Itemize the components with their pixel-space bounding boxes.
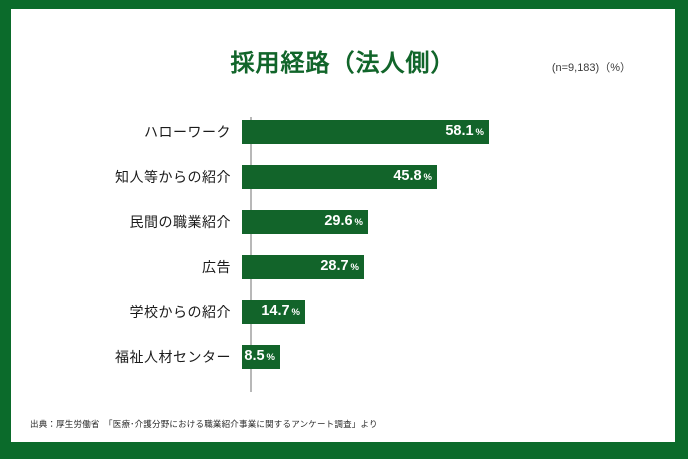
slide-content: 採用経路（法人側） (n=9,183)（%） ハローワーク 58.1 % 知人等… bbox=[11, 9, 675, 442]
bar-row: 民間の職業紹介 29.6 % bbox=[11, 199, 675, 244]
bar-row: 広告 28.7 % bbox=[11, 244, 675, 289]
bar-percent-sign: % bbox=[423, 171, 432, 183]
bar-category-label: 民間の職業紹介 bbox=[129, 213, 231, 230]
bar-category-label: ハローワーク bbox=[144, 123, 231, 140]
bar-track: 14.7 % bbox=[241, 299, 675, 324]
bar-fill: 14.7 % bbox=[242, 299, 305, 324]
bar-value-label: 45.8 bbox=[393, 168, 422, 185]
bar-percent-sign: % bbox=[291, 306, 300, 318]
bar-track: 8.5 % bbox=[241, 344, 675, 369]
source-note: 出典：厚生労働省 「医療･介護分野における職業紹介事業に関するアンケート調査」よ… bbox=[30, 419, 378, 429]
bar-percent-sign: % bbox=[475, 126, 484, 138]
bar-chart: ハローワーク 58.1 % 知人等からの紹介 45.8 % bbox=[11, 109, 675, 399]
bar-row: 知人等からの紹介 45.8 % bbox=[11, 154, 675, 199]
bar-percent-sign: % bbox=[266, 351, 275, 363]
sample-size-note: (n=9,183)（%） bbox=[551, 62, 631, 74]
bar-track: 45.8 % bbox=[241, 164, 675, 189]
bar-fill: 29.6 % bbox=[242, 209, 368, 234]
bar-category-label: 知人等からの紹介 bbox=[115, 168, 231, 185]
bar-fill: 28.7 % bbox=[242, 254, 364, 279]
bar-rows: ハローワーク 58.1 % 知人等からの紹介 45.8 % bbox=[11, 109, 675, 379]
bar-fill: 58.1 % bbox=[242, 119, 489, 144]
bar-track: 28.7 % bbox=[241, 254, 675, 279]
bar-category-label: 福祉人材センター bbox=[115, 348, 231, 365]
bar-row: 福祉人材センター 8.5 % bbox=[11, 334, 675, 379]
bar-value-label: 8.5 bbox=[244, 348, 265, 365]
bar-category-label: 学校からの紹介 bbox=[129, 303, 231, 320]
bar-fill: 8.5 % bbox=[242, 344, 280, 369]
bar-row: ハローワーク 58.1 % bbox=[11, 109, 675, 154]
bar-value-label: 28.7 bbox=[320, 258, 349, 275]
bar-percent-sign: % bbox=[350, 261, 359, 273]
page-title: 採用経路（法人側） bbox=[230, 50, 456, 77]
bar-track: 29.6 % bbox=[241, 209, 675, 234]
bar-value-label: 58.1 bbox=[445, 123, 474, 140]
bar-value-label: 29.6 bbox=[324, 213, 353, 230]
bar-category-label: 広告 bbox=[202, 258, 231, 275]
bar-fill: 45.8 % bbox=[242, 164, 437, 189]
bar-value-label: 14.7 bbox=[261, 303, 290, 320]
bar-track: 58.1 % bbox=[241, 119, 675, 144]
bar-percent-sign: % bbox=[354, 216, 363, 228]
bar-row: 学校からの紹介 14.7 % bbox=[11, 289, 675, 334]
